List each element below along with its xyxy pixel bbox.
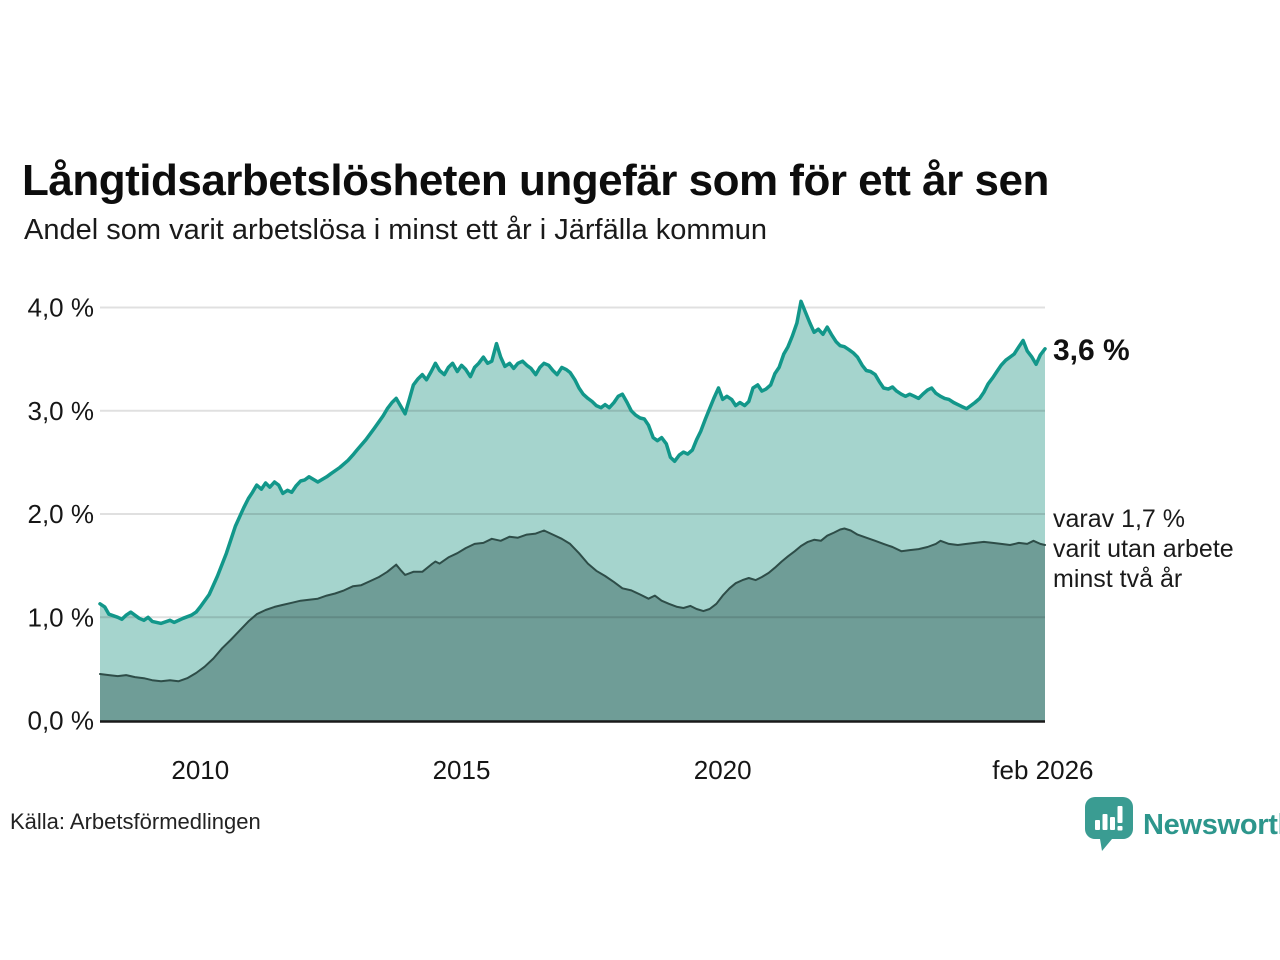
source-credit: Källa: Arbetsförmedlingen: [10, 809, 261, 834]
x-tick-label: 2020: [694, 755, 752, 785]
newsworthy-logo-icon: [1085, 797, 1133, 851]
series-line-1: [99, 527, 1046, 683]
secondary-annotation-line2: varit utan arbete: [1053, 535, 1234, 563]
series-area-1: [100, 528, 1045, 721]
x-tick-label: 2015: [433, 755, 491, 785]
page-subtitle: Andel som varit arbetslösa i minst ett å…: [24, 214, 767, 246]
newsworthy-logo: Newsworthy: [1085, 797, 1280, 853]
y-tick-label: 4,0 %: [28, 293, 95, 323]
y-tick-label: 0,0 %: [28, 706, 95, 736]
y-tick-label: 1,0 %: [28, 602, 95, 632]
secondary-annotation-line1: varav 1,7 %: [1053, 505, 1186, 533]
series-line-0: [98, 299, 1047, 626]
x-tick-label: 2010: [171, 755, 229, 785]
latest-value-annotation: 3,6 %: [1053, 334, 1130, 367]
y-tick-label: 2,0 %: [28, 499, 95, 529]
secondary-series-annotation: varav 1,7 % varit utan arbete minst två …: [1053, 504, 1278, 594]
logo-bars-icon: [1095, 806, 1123, 831]
y-tick-label: 3,0 %: [28, 396, 95, 426]
logo-bubble: [1085, 797, 1133, 851]
secondary-annotation-line3: minst två år: [1053, 565, 1183, 593]
page-title: Långtidsarbetslösheten ungefär som för e…: [22, 156, 1049, 206]
x-tick-label: feb 2026: [992, 755, 1093, 785]
newsworthy-logo-text: Newsworthy: [1143, 808, 1280, 841]
